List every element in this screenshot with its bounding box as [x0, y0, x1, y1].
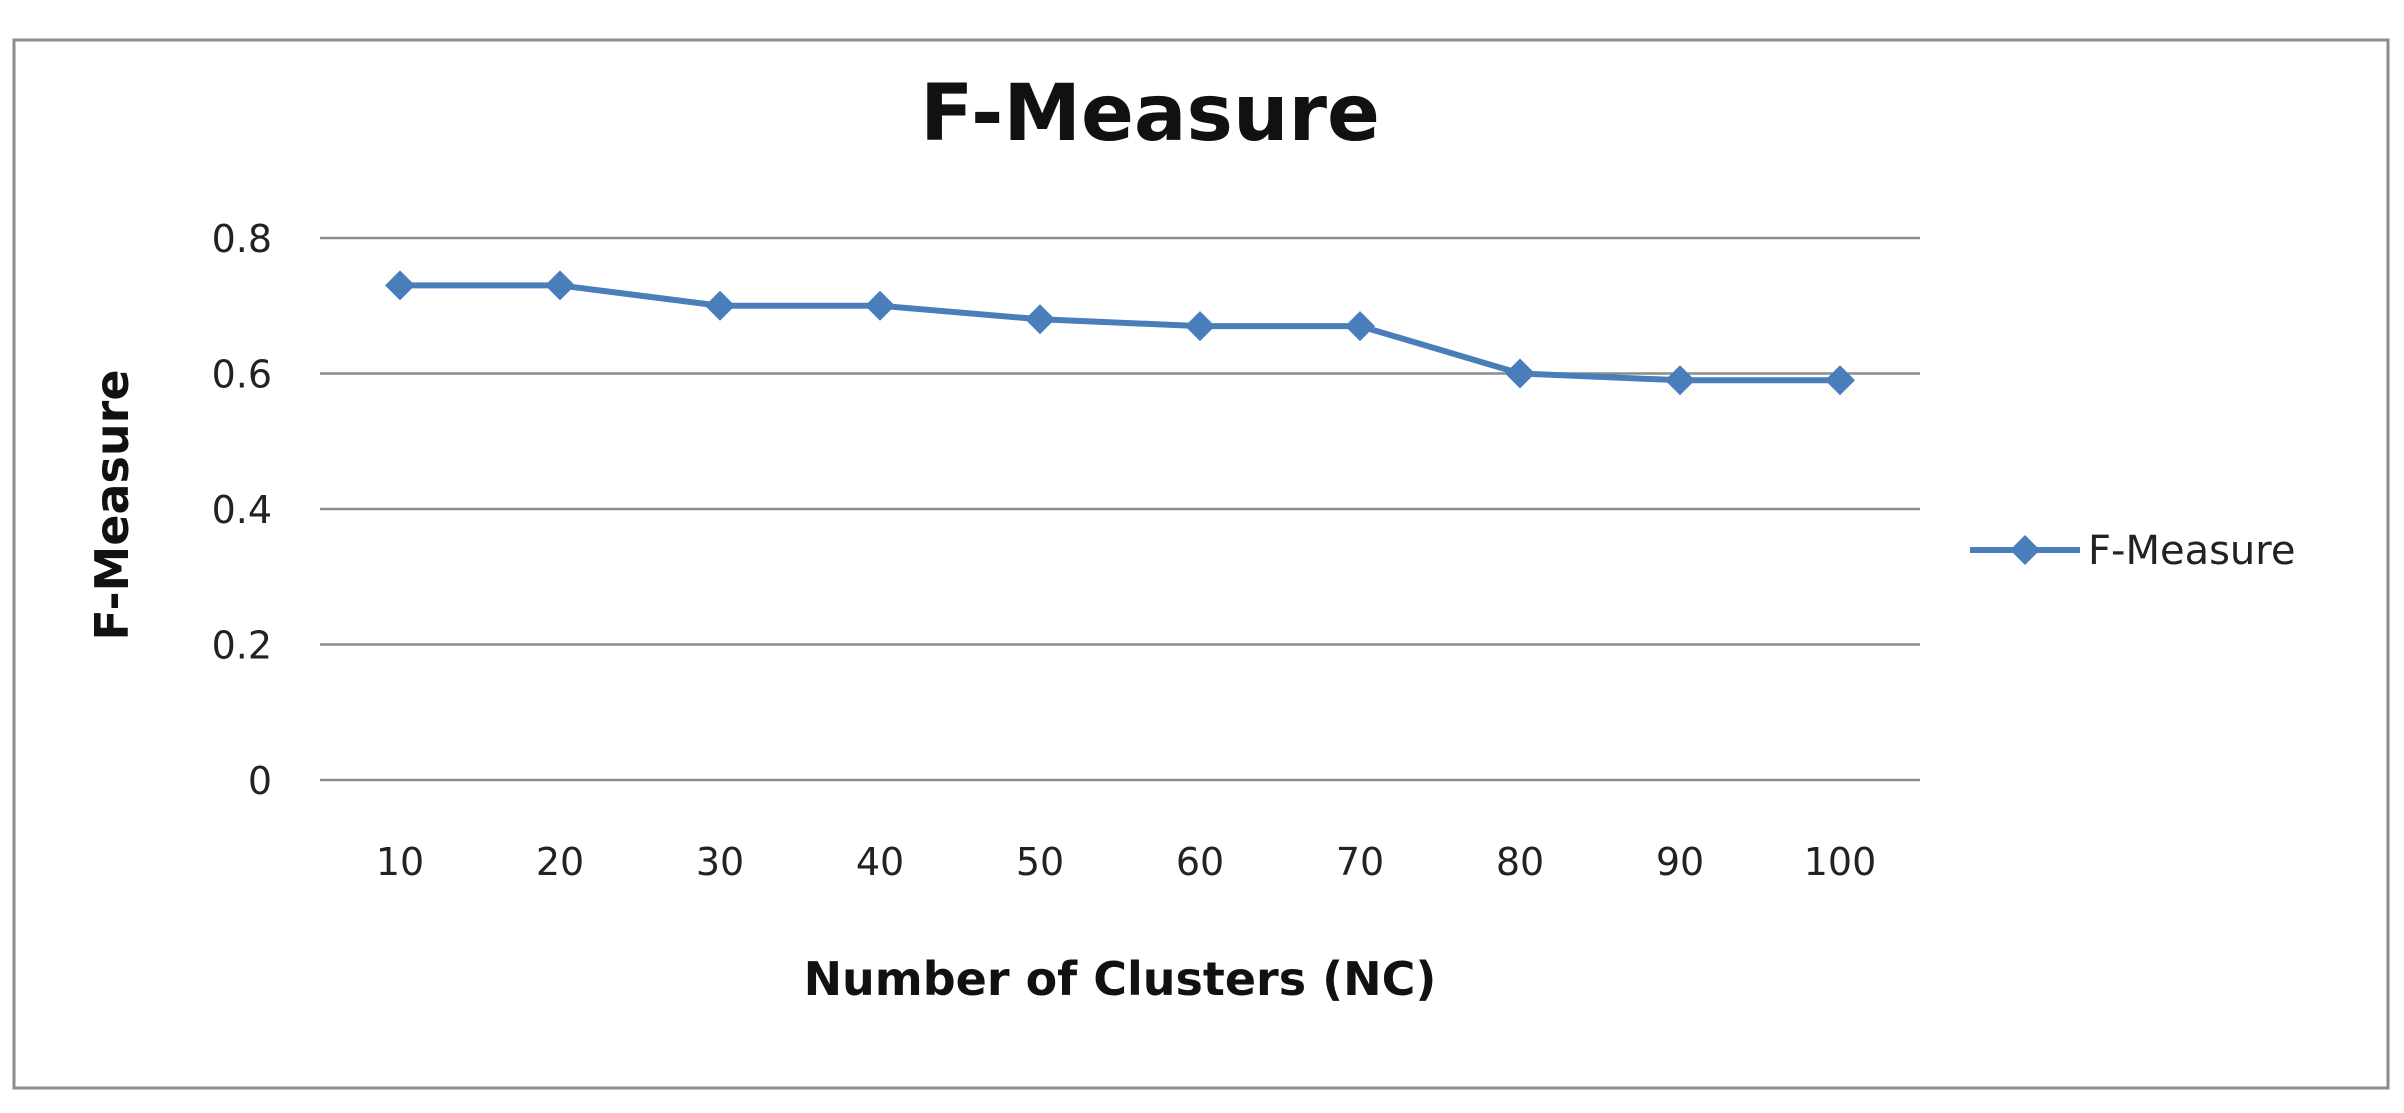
x-tick-label: 60	[1176, 840, 1224, 884]
legend-marker	[2010, 535, 2040, 565]
data-point	[1025, 304, 1055, 335]
data-point	[1825, 365, 1855, 396]
data-point	[865, 290, 895, 321]
x-tick-label: 10	[376, 840, 424, 884]
x-tick-label: 20	[536, 840, 584, 884]
x-tick-label: 90	[1656, 840, 1704, 884]
y-tick-label: 0	[248, 759, 272, 803]
series-group	[385, 270, 1855, 396]
chart-title: F-Measure	[920, 69, 1380, 159]
data-point	[1185, 311, 1215, 342]
x-axis-title: Number of Clusters (NC)	[804, 952, 1437, 1006]
data-point	[1345, 311, 1375, 342]
x-tick-label: 40	[856, 840, 904, 884]
data-point	[545, 270, 575, 301]
chart-border	[12, 38, 2390, 1090]
series-line	[400, 282, 1840, 384]
y-tick-label: 0.8	[212, 217, 272, 261]
data-point	[1505, 358, 1535, 389]
y-tick-labels: 0 0.2 0.4 0.6 0.8	[212, 217, 272, 803]
legend: F-Measure	[1970, 528, 2295, 574]
gridlines	[320, 236, 1920, 782]
y-tick-label: 0.4	[212, 488, 272, 532]
x-tick-label: 100	[1804, 840, 1877, 884]
y-axis-title: F-Measure	[85, 369, 139, 640]
data-point	[1665, 365, 1695, 396]
x-tick-label: 70	[1336, 840, 1384, 884]
y-tick-label: 0.2	[212, 624, 272, 668]
x-tick-labels: 10 20 30 40 50 60 70 80 90 100	[376, 840, 1876, 884]
x-tick-label: 50	[1016, 840, 1064, 884]
x-tick-label: 80	[1496, 840, 1544, 884]
y-tick-label: 0.6	[212, 353, 272, 397]
x-tick-label: 30	[696, 840, 744, 884]
data-point	[705, 290, 735, 321]
legend-label: F-Measure	[2088, 528, 2295, 574]
data-point	[385, 270, 415, 301]
